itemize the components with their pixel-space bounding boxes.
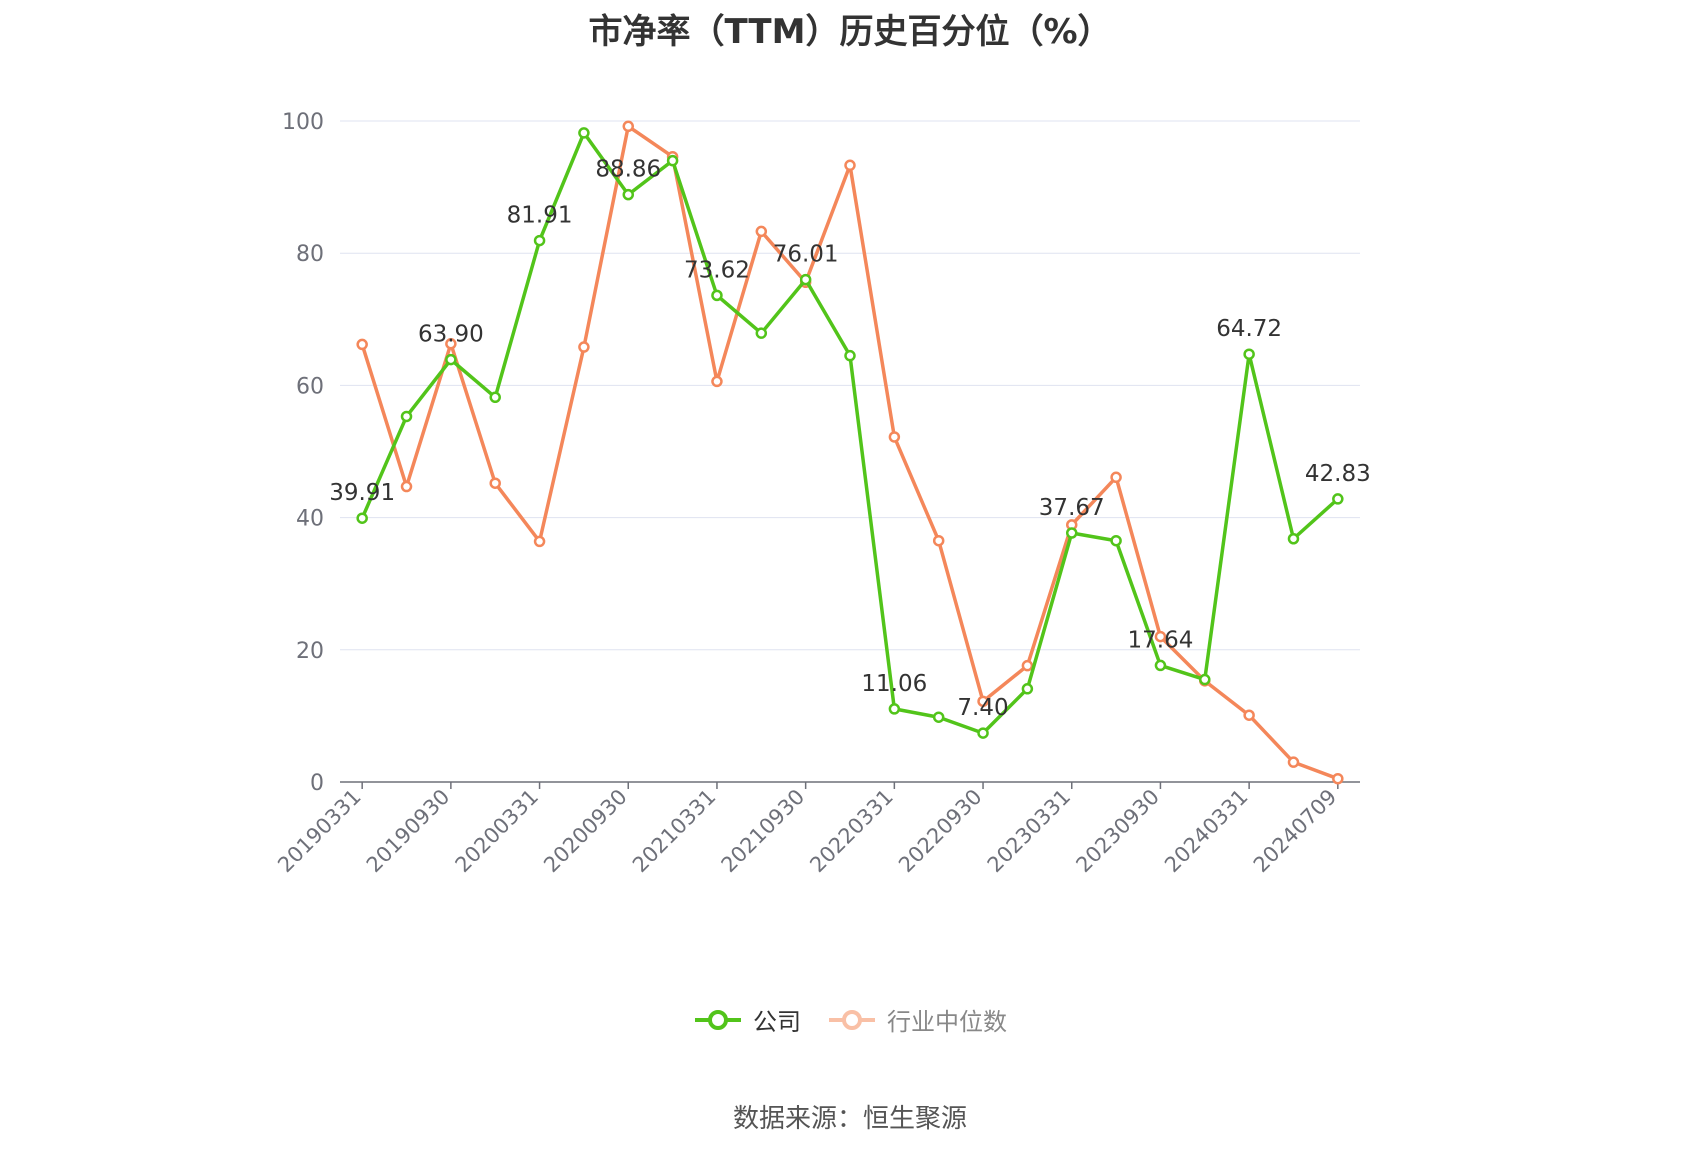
x-tick-label: 20190331 [273,785,366,878]
data-point [1110,534,1122,547]
data-point [622,188,635,201]
data-point [1287,756,1300,768]
data-point [356,338,368,351]
data-point [533,535,546,548]
y-tick-label: 20 [296,639,324,664]
legend-item-company[interactable]: 公司 [693,1002,801,1037]
data-label: 17.64 [1128,627,1194,653]
data-point [711,375,723,388]
x-tick-label: 20240709 [1249,785,1342,878]
y-tick-label: 80 [296,242,324,267]
chart-legend: 公司 行业中位数 [0,1002,1700,1037]
data-label: 81.91 [507,203,573,229]
data-point [755,327,768,339]
y-tick-label: 60 [296,374,324,399]
data-point [1154,659,1167,672]
data-point [1199,673,1211,686]
chart-title: 市净率（TTM）历史百分位（%） [588,12,1112,52]
data-point [977,727,989,739]
data-point [1065,527,1078,539]
data-point [533,234,546,247]
data-point [1332,493,1344,505]
data-label: 11.06 [861,671,927,697]
data-point [888,431,901,443]
data-point [977,695,989,708]
data-point [1332,772,1344,785]
data-point [799,273,812,286]
x-tick-label: 20220331 [805,785,898,878]
data-label: 73.62 [684,257,750,283]
data-point [888,703,901,715]
x-tick-label: 20240331 [1160,785,1253,878]
data-point [932,534,945,547]
data-point [356,512,368,524]
x-tick-label: 20220930 [894,785,987,878]
x-tick-label: 20230930 [1071,785,1164,878]
data-point [1110,471,1122,484]
data-label: 39.91 [329,480,395,506]
data-point [489,477,501,489]
data-label: 42.83 [1305,461,1371,487]
x-tick-label: 20230331 [983,785,1076,878]
data-point [755,225,768,238]
data-point [622,120,635,133]
data-label: 76.01 [773,242,839,268]
y-tick-label: 0 [310,771,324,796]
data-point [1021,659,1034,672]
data-label: 64.72 [1216,316,1282,342]
data-point [711,289,723,302]
data-point [1243,348,1255,360]
legend-company-label: 公司 [753,1008,801,1036]
legend-industry-label: 行业中位数 [887,1008,1007,1036]
legend-company-marker-icon [695,1009,741,1030]
data-point [445,338,457,350]
data-point [1154,630,1167,643]
data-point [844,159,856,172]
data-point [1287,533,1300,545]
data-label: 88.86 [595,157,661,183]
data-point [666,154,679,167]
data-point [400,480,413,493]
data-point [1021,683,1034,695]
data-label: 37.67 [1039,495,1105,521]
data-point [1243,709,1255,721]
data-label: 63.90 [418,322,484,348]
y-tick-label: 40 [296,507,324,532]
data-point [932,711,945,723]
legend-item-industry-median[interactable]: 行业中位数 [827,1002,1007,1037]
legend-industry-marker-icon [829,1009,875,1030]
source-note: 数据来源：恒生聚源 [732,1104,967,1134]
y-tick-label: 100 [282,110,324,135]
x-tick-label: 20200331 [451,785,544,878]
x-tick-label: 20190930 [362,785,455,878]
data-point [578,127,590,139]
x-tick-label: 20210331 [628,785,721,878]
data-label: 7.40 [957,695,1008,721]
data-point [400,410,413,423]
x-tick-label: 20200930 [539,785,632,878]
x-tick-label: 20210930 [717,785,810,878]
data-point [445,353,457,366]
data-point [578,341,590,353]
data-point [489,391,501,404]
data-point [844,349,856,362]
